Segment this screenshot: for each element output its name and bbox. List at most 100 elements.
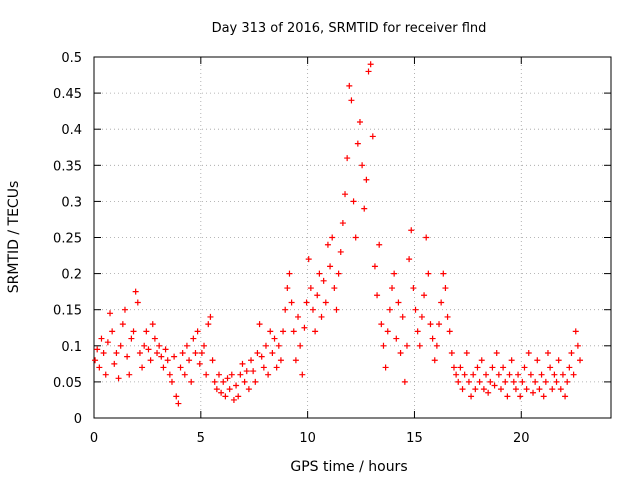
data-point [468, 393, 475, 400]
data-point [124, 353, 131, 360]
data-point [472, 386, 479, 393]
data-point [250, 368, 257, 375]
data-point [497, 386, 504, 393]
axis-ticks [93, 56, 611, 419]
data-point [322, 299, 329, 306]
data-point [190, 335, 197, 342]
data-point [139, 364, 146, 371]
data-point [121, 306, 128, 313]
data-point [226, 386, 233, 393]
data-point [378, 321, 385, 328]
data-point [301, 324, 308, 331]
data-point [179, 350, 186, 357]
y-axis-label: SRMTID / TECUs [6, 181, 22, 294]
data-point [395, 299, 402, 306]
data-point [478, 357, 485, 364]
data-point [145, 346, 152, 353]
data-point [493, 350, 500, 357]
data-point [267, 328, 274, 335]
data-point [399, 313, 406, 320]
data-point [324, 241, 331, 248]
data-point [207, 313, 214, 320]
data-point [245, 386, 252, 393]
data-point [295, 313, 302, 320]
y-tick-label: 0.15 [53, 304, 82, 319]
data-point [572, 328, 579, 335]
data-point [175, 400, 182, 407]
data-point [365, 68, 372, 75]
data-point [260, 364, 267, 371]
y-tick-label: 0.25 [53, 232, 82, 247]
y-tick-label: 0.45 [53, 87, 82, 102]
data-point [361, 205, 368, 212]
data-point [117, 342, 124, 349]
data-point [570, 371, 577, 378]
data-point [442, 285, 449, 292]
data-point [491, 382, 498, 389]
data-point [94, 346, 101, 353]
data-point [168, 378, 175, 385]
data-point [286, 270, 293, 277]
data-point [547, 364, 554, 371]
data-point [389, 285, 396, 292]
data-point [461, 371, 468, 378]
data-point [96, 364, 103, 371]
data-point [331, 285, 338, 292]
data-point [559, 371, 566, 378]
data-point [111, 360, 118, 367]
data-point [186, 357, 193, 364]
data-point [346, 82, 353, 89]
data-point [483, 371, 490, 378]
data-point [416, 342, 423, 349]
data-point [305, 256, 312, 263]
data-point [504, 393, 511, 400]
data-point [262, 342, 269, 349]
data-point [297, 342, 304, 349]
data-point [532, 378, 539, 385]
data-point [171, 353, 178, 360]
data-point [374, 292, 381, 299]
data-point [158, 353, 165, 360]
data-point [215, 371, 222, 378]
data-point [109, 328, 116, 335]
x-tick-label: 10 [299, 431, 316, 446]
data-point [444, 313, 451, 320]
data-point [224, 375, 231, 382]
data-point [239, 360, 246, 367]
data-point [115, 375, 122, 382]
data-point [307, 285, 314, 292]
data-point [213, 386, 220, 393]
data-point [277, 357, 284, 364]
data-point [342, 191, 349, 198]
data-point [527, 371, 534, 378]
data-point [489, 364, 496, 371]
x-axis-label: GPS time / hours [290, 459, 407, 475]
data-point [470, 371, 477, 378]
data-point [408, 227, 415, 234]
data-point [248, 357, 255, 364]
data-point [352, 234, 359, 241]
data-point [410, 285, 417, 292]
data-point [292, 357, 299, 364]
data-point [502, 378, 509, 385]
data-point [431, 357, 438, 364]
data-point [233, 382, 240, 389]
data-point [183, 342, 190, 349]
data-point [201, 342, 208, 349]
data-point [440, 270, 447, 277]
data-point [265, 371, 272, 378]
data-point [130, 328, 137, 335]
data-point [299, 371, 306, 378]
data-point [557, 386, 564, 393]
data-point [474, 364, 481, 371]
data-point [521, 364, 528, 371]
chart-title: Day 313 of 2016, SRMTID for receiver fln… [212, 21, 487, 36]
x-tick-label: 0 [90, 431, 98, 446]
data-point [517, 393, 524, 400]
data-point [126, 371, 133, 378]
data-point [102, 371, 109, 378]
data-point [512, 386, 519, 393]
y-tick-label: 0.2 [61, 268, 82, 283]
data-point [228, 371, 235, 378]
data-point [510, 378, 517, 385]
